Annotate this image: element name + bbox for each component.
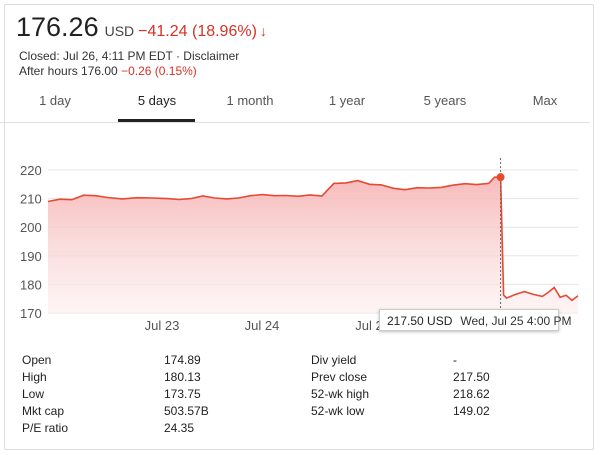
stat-value: 217.50 — [453, 370, 490, 384]
y-tick-label: 180 — [20, 277, 42, 292]
stat-row: Low 173.75 — [22, 386, 282, 403]
stat-label: Prev close — [311, 370, 368, 384]
y-tick-label: 210 — [20, 192, 42, 207]
tab-1-month[interactable]: 1 month — [226, 93, 274, 108]
stat-row: Mkt cap 503.57B — [22, 403, 282, 420]
stat-label: 52-wk high — [311, 387, 370, 401]
tabs-divider — [0, 122, 590, 123]
stat-value: 503.57B — [164, 404, 209, 418]
x-tick-label: Jul 2 — [355, 318, 382, 333]
stat-label: Low — [22, 387, 45, 401]
chart-tooltip: 217.50 USD Wed, Jul 25 4:00 PM — [379, 309, 572, 331]
tooltip-date: Wed, Jul 25 4:00 PM — [460, 314, 572, 328]
y-tick-label: 220 — [20, 163, 42, 178]
stat-row: Prev close 217.50 — [311, 369, 541, 386]
price-line — [47, 176, 579, 302]
current-price: 176.26 — [16, 12, 99, 42]
stat-label: Mkt cap — [22, 404, 65, 418]
x-axis-labels: Jul 23 Jul 24 Jul 2 — [145, 318, 383, 333]
after-hours-change: −0.26 (0.15%) — [121, 64, 197, 78]
stat-label: 52-wk low — [311, 404, 365, 418]
stats-right: Div yield - Prev close 217.50 52-wk high 21… — [311, 352, 541, 420]
stat-row: Open 174.89 — [22, 352, 282, 369]
tab-1-year[interactable]: 1 year — [328, 93, 366, 108]
stock-card — [4, 4, 594, 450]
stat-value: 180.13 — [164, 370, 201, 384]
stat-row: High 180.13 — [22, 369, 282, 386]
stat-row: Div yield - — [311, 352, 541, 369]
tab-1-day[interactable]: 1 day — [39, 93, 71, 108]
currency-label: USD — [104, 23, 135, 39]
price-area — [48, 177, 578, 313]
stat-row: 52-wk low 149.02 — [311, 403, 541, 420]
stat-value: 149.02 — [453, 404, 490, 418]
stat-value: 173.75 — [164, 387, 201, 401]
price-header: 176.26 USD −41.24 (18.96%) ↓ — [16, 12, 267, 43]
after-hours-label: After hours 176.00 — [19, 64, 122, 78]
tab-5-years[interactable]: 5 years — [423, 93, 467, 108]
stat-row: 52-wk high 218.62 — [311, 386, 541, 403]
price-chart[interactable]: 170 180 190 200 210 220 Jul 23 Jul 24 Jul 2 — [0, 150, 600, 340]
stat-row: P/E ratio 24.35 — [22, 420, 282, 437]
range-tabs: 1 day 5 days 1 month 1 year 5 years Max — [0, 86, 590, 122]
stats-left: Open 174.89 High 180.13 Low 173.75 Mkt cap 5… — [22, 352, 282, 437]
stat-label: Div yield — [311, 353, 357, 367]
x-tick-label: Jul 24 — [245, 318, 280, 333]
tooltip-price: 217.50 USD — [387, 314, 453, 328]
x-tick-label: Jul 23 — [145, 318, 180, 333]
y-axis-labels: 170 180 190 200 210 220 — [20, 163, 42, 321]
stat-value: 24.35 — [164, 421, 195, 435]
stat-value: 218.62 — [453, 387, 490, 401]
stat-label: Open — [22, 353, 52, 367]
after-hours-info: After hours 176.00 −0.26 (0.15%) — [19, 64, 197, 78]
stat-value: 174.89 — [164, 353, 201, 367]
stat-label: P/E ratio — [22, 421, 69, 435]
tab-5-days[interactable]: 5 days — [137, 93, 177, 108]
price-change: −41.24 (18.96%) — [138, 23, 257, 40]
stat-label: High — [22, 370, 47, 384]
hover-point — [496, 173, 505, 182]
y-tick-label: 200 — [20, 220, 42, 235]
tab-max[interactable]: Max — [532, 93, 558, 108]
stat-value: - — [453, 353, 457, 367]
down-arrow-icon: ↓ — [259, 23, 267, 39]
closed-info: Closed: Jul 26, 4:11 PM EDT · Disclaimer — [19, 49, 240, 63]
active-tab-indicator — [118, 119, 195, 122]
y-tick-label: 190 — [20, 249, 42, 264]
y-tick-label: 170 — [20, 306, 42, 321]
